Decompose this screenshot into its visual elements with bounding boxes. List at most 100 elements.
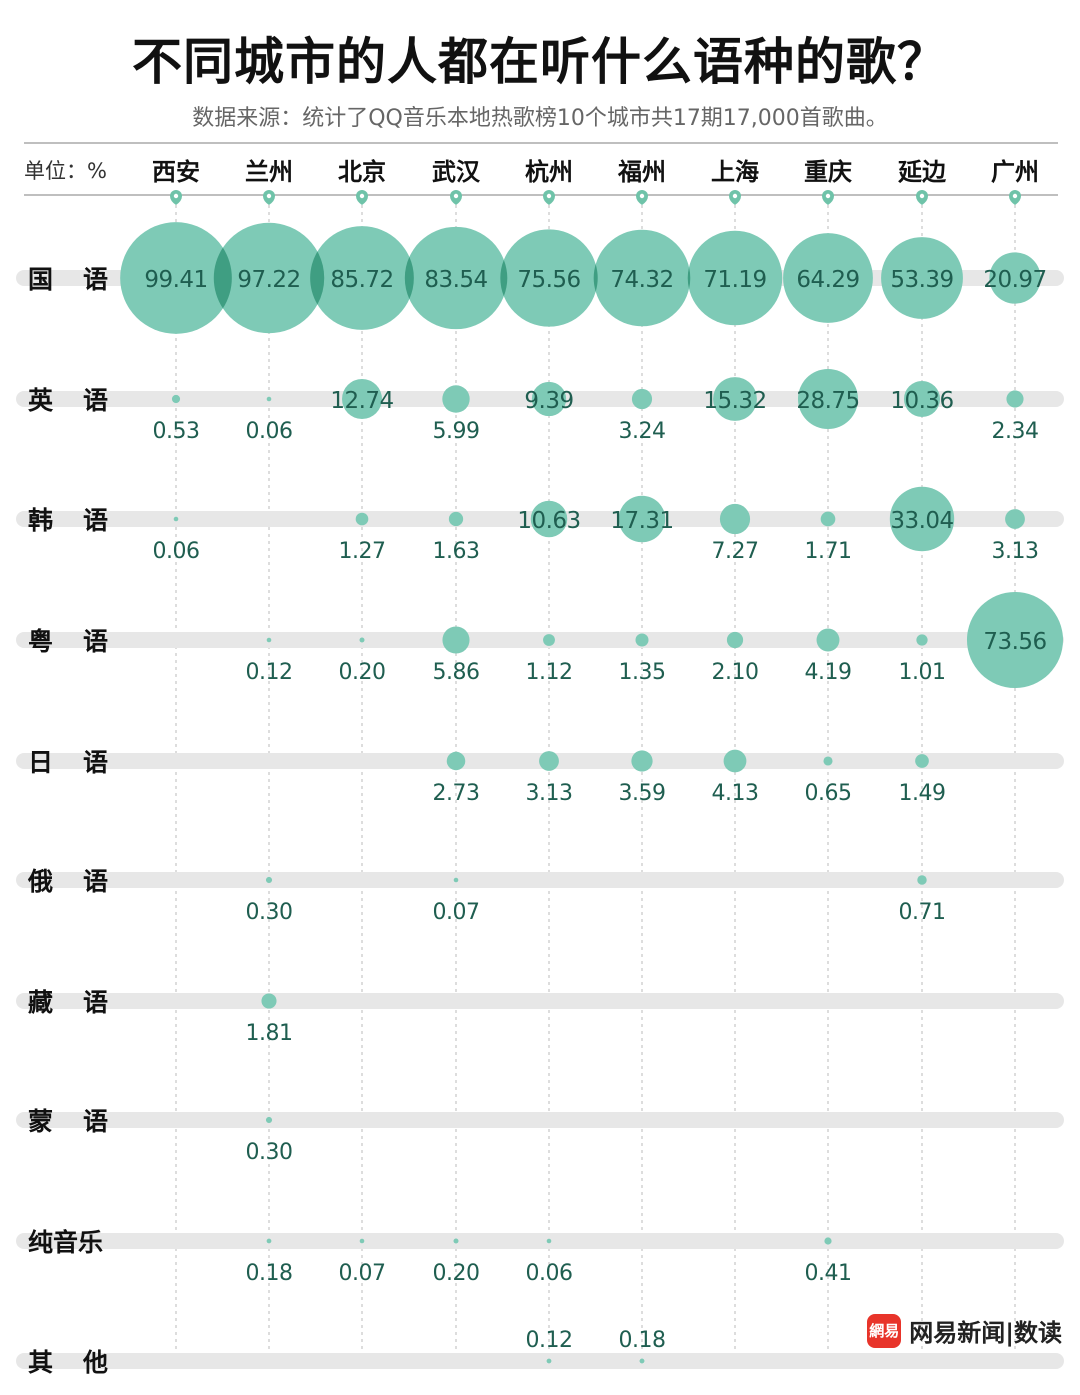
bubble — [719, 503, 751, 535]
language-label: 粤 — [28, 627, 53, 656]
value-label: 1.01 — [899, 660, 946, 685]
bubble — [726, 631, 744, 649]
value-label: 74.32 — [610, 267, 673, 293]
bubble-overlap — [310, 251, 325, 305]
language-label: 蒙 — [28, 1107, 53, 1136]
language-label: 藏 — [28, 988, 53, 1017]
value-label: 17.31 — [610, 508, 673, 534]
city-label: 杭州 — [525, 158, 573, 186]
value-label: 64.29 — [796, 267, 859, 293]
city-label: 延边 — [897, 158, 947, 186]
value-label: 28.75 — [796, 388, 859, 414]
language-label: 英 — [28, 386, 54, 415]
location-pin-dot — [173, 193, 179, 199]
value-label: 0.20 — [339, 660, 386, 685]
location-pin-dot — [825, 193, 831, 199]
bubble — [903, 380, 941, 418]
value-label: 99.41 — [144, 267, 207, 293]
row-track — [16, 1353, 1064, 1369]
location-pin-dot — [639, 193, 645, 199]
bubble — [546, 1238, 552, 1244]
bubble-overlap — [404, 256, 414, 300]
bubble — [966, 591, 1064, 689]
value-label: 0.30 — [246, 900, 293, 925]
language-label: 国 — [28, 265, 53, 294]
row-track — [16, 872, 1064, 888]
value-label: 1.81 — [246, 1021, 293, 1046]
language-label-suffix: 语 — [83, 265, 108, 294]
value-label: 5.86 — [433, 660, 480, 685]
value-label: 0.07 — [339, 1261, 386, 1286]
bubble — [539, 751, 559, 771]
value-label: 0.06 — [526, 1261, 573, 1286]
value-label: 75.56 — [517, 267, 580, 293]
bubble — [500, 229, 598, 327]
bubble — [355, 512, 369, 526]
bubble-overlap — [593, 264, 598, 292]
value-label: 1.35 — [619, 660, 666, 685]
value-label: 2.73 — [433, 781, 480, 806]
bubble — [266, 637, 272, 643]
bubble — [797, 368, 859, 430]
value-label: 0.12 — [526, 1328, 573, 1353]
value-label: 3.13 — [992, 539, 1039, 564]
location-pin-dot — [732, 193, 738, 199]
location-pin-dot — [453, 193, 459, 199]
value-label: 1.49 — [899, 781, 946, 806]
value-label: 1.63 — [433, 539, 480, 564]
bubble — [723, 749, 747, 773]
bubble — [546, 1358, 552, 1364]
language-label-suffix: 他 — [82, 1348, 108, 1377]
value-label: 10.63 — [517, 508, 580, 534]
bubble — [916, 634, 928, 646]
value-label: 0.18 — [619, 1328, 666, 1353]
location-pin-dot — [546, 193, 552, 199]
location-pin-dot — [266, 193, 272, 199]
value-label: 0.71 — [899, 900, 946, 925]
bubble — [881, 237, 963, 319]
bubble — [265, 1116, 273, 1124]
language-label-suffix: 语 — [83, 988, 108, 1017]
row-track — [16, 993, 1064, 1009]
bubble — [261, 993, 277, 1009]
bubble — [173, 516, 179, 522]
value-label: 0.18 — [246, 1261, 293, 1286]
location-pin-dot — [359, 193, 365, 199]
bubble — [266, 1238, 272, 1244]
value-label: 2.34 — [992, 419, 1039, 444]
language-label-suffix: 语 — [83, 1107, 108, 1136]
bubble — [446, 751, 466, 771]
value-label: 9.39 — [524, 388, 573, 414]
bubble — [453, 1238, 459, 1244]
value-label: 3.13 — [526, 781, 573, 806]
bubble — [631, 388, 653, 410]
language-label-suffix: 语 — [83, 627, 108, 656]
bubble — [824, 1237, 832, 1245]
bubble — [639, 1358, 645, 1364]
bubble — [1006, 390, 1024, 408]
city-label: 西安 — [152, 158, 200, 186]
bubble — [453, 877, 459, 883]
language-label: 日 — [28, 748, 53, 777]
value-label: 71.19 — [703, 267, 766, 293]
language-label: 俄 — [27, 867, 53, 896]
city-label: 北京 — [338, 158, 386, 186]
language-label-suffix: 语 — [83, 748, 108, 777]
brand-text: 网易新闻|数读 — [909, 1319, 1062, 1347]
value-label: 0.65 — [805, 781, 852, 806]
value-label: 3.24 — [619, 419, 666, 444]
value-label: 83.54 — [424, 267, 487, 293]
language-label-suffix: 语 — [83, 867, 108, 896]
value-label: 20.97 — [983, 267, 1046, 293]
brand-logo: 網易 网易新闻|数读 — [867, 1313, 1062, 1348]
value-label: 7.27 — [712, 539, 759, 564]
value-label: 0.20 — [433, 1261, 480, 1286]
value-label: 33.04 — [890, 508, 953, 534]
value-label: 1.71 — [805, 539, 852, 564]
bubble — [593, 229, 691, 327]
row-track — [16, 1112, 1064, 1128]
value-label: 3.59 — [619, 781, 666, 806]
value-label: 4.13 — [712, 781, 759, 806]
language-label: 纯音乐 — [28, 1228, 103, 1257]
